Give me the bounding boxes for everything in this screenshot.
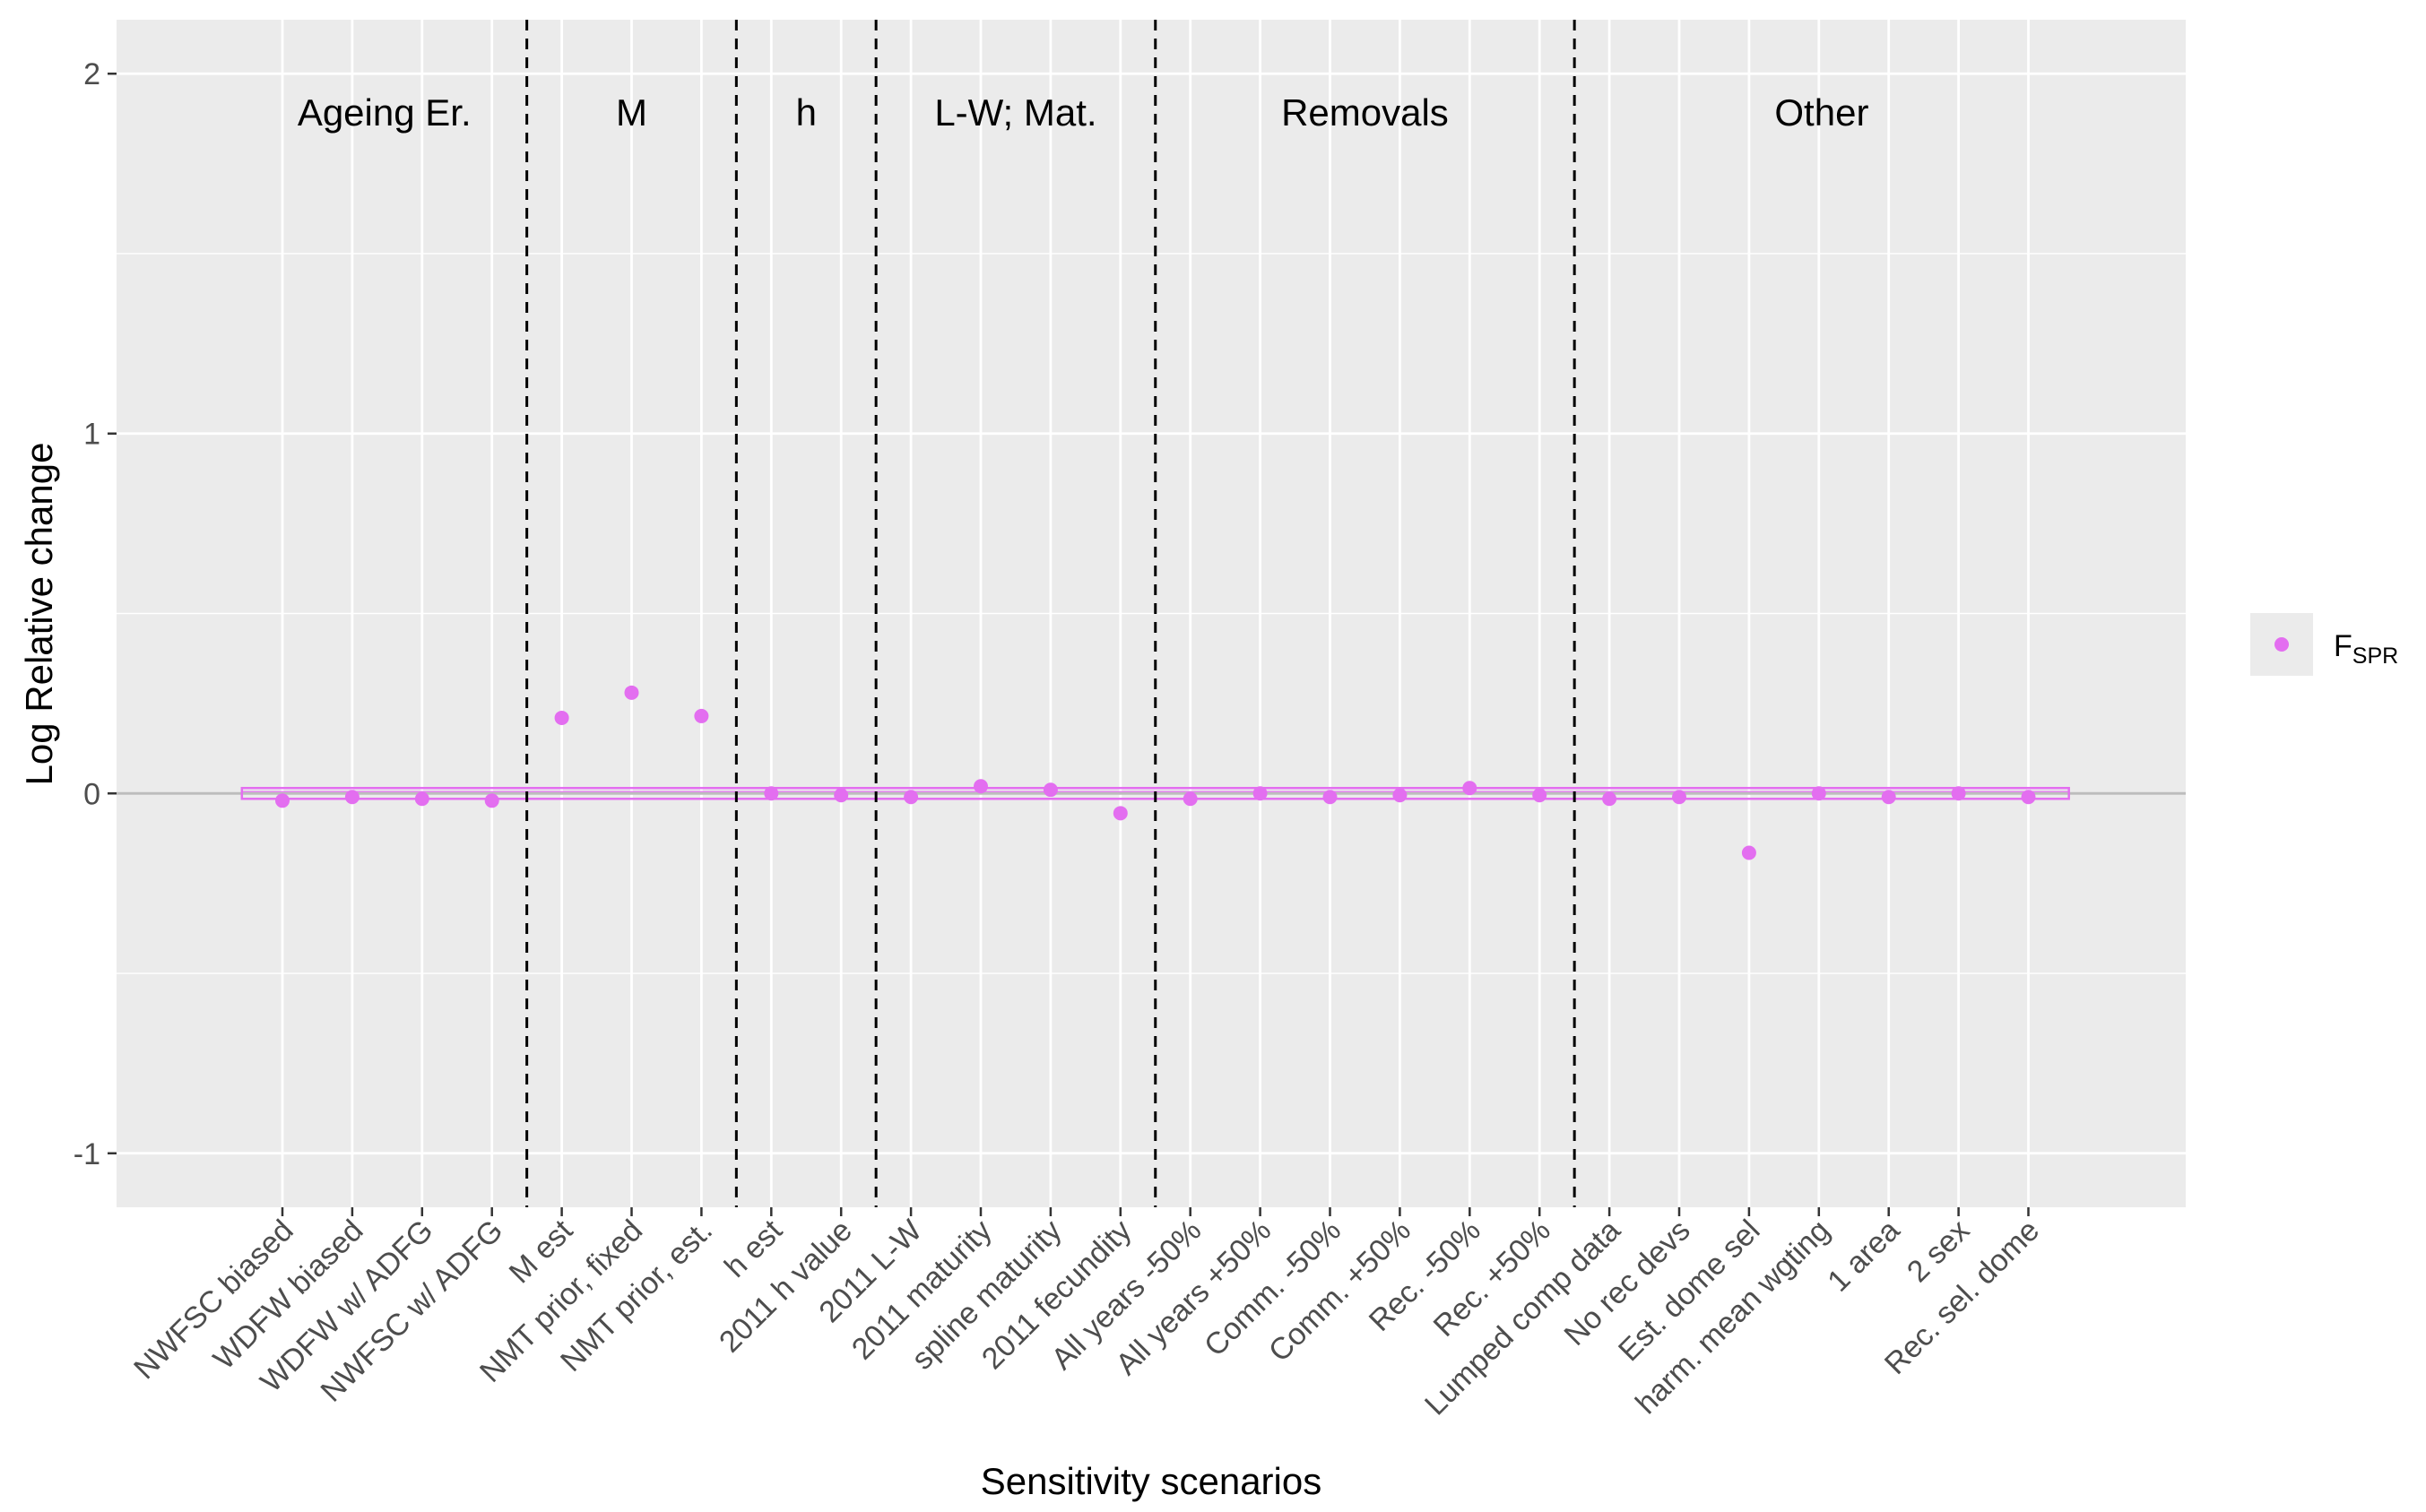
data-point	[1322, 790, 1338, 805]
data-point	[764, 786, 779, 801]
y-tick-label: -1	[74, 1137, 100, 1171]
data-point	[2021, 790, 2036, 805]
data-point	[904, 790, 919, 805]
data-point	[1881, 790, 1896, 805]
data-points	[275, 685, 2036, 860]
data-point	[624, 685, 639, 700]
data-point	[484, 793, 499, 808]
data-point	[1741, 845, 1756, 860]
legend: FSPR	[2250, 613, 2398, 676]
y-tick-label: 2	[83, 57, 100, 91]
data-point	[1113, 806, 1128, 821]
data-point	[1951, 786, 1966, 801]
group-label: Ageing Er.	[298, 91, 472, 134]
data-point	[974, 779, 988, 794]
data-point	[1672, 790, 1686, 805]
y-tick-label: 1	[83, 418, 100, 452]
data-point	[1811, 786, 1826, 801]
legend-label-main: F	[2334, 629, 2352, 663]
y-tick-label: 0	[83, 777, 100, 811]
legend-label-subscript: SPR	[2352, 644, 2398, 669]
data-point	[834, 788, 849, 803]
group-dividers	[525, 20, 1576, 1207]
group-label: M	[616, 91, 647, 134]
x-axis-title: Sensitivity scenarios	[981, 1460, 1321, 1502]
data-point	[694, 708, 709, 723]
legend-point	[2274, 637, 2289, 652]
data-point	[1252, 786, 1268, 801]
data-point	[1043, 782, 1058, 798]
data-point	[554, 710, 569, 725]
group-label: h	[796, 91, 817, 134]
group-label: L-W; Mat.	[934, 91, 1096, 134]
grid-lines	[117, 20, 2186, 1207]
data-point	[414, 791, 429, 807]
group-label: Other	[1774, 91, 1868, 134]
data-point	[1183, 791, 1198, 807]
legend-label: FSPR	[2334, 629, 2398, 669]
data-point	[1602, 791, 1617, 807]
data-point	[1532, 788, 1547, 803]
group-label: Removals	[1281, 91, 1449, 134]
data-point	[1392, 788, 1408, 803]
y-axis-title: Log Relative change	[18, 443, 60, 786]
data-point	[275, 793, 290, 808]
data-point	[1462, 781, 1477, 796]
y-axis: -1 0 1 2	[74, 57, 117, 1171]
data-point	[344, 790, 360, 805]
x-tick-label: 1 area	[1821, 1214, 1906, 1299]
